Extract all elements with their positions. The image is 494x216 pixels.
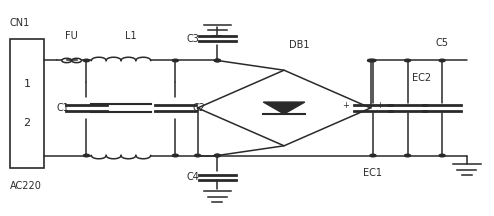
Text: EC2: EC2 [412,73,431,83]
Circle shape [368,59,373,62]
Circle shape [214,154,220,157]
Text: +: + [342,101,349,110]
Circle shape [172,154,178,157]
Circle shape [83,59,89,62]
Text: FU: FU [65,31,78,41]
Text: 2: 2 [24,118,31,128]
Circle shape [214,154,220,157]
Text: DB1: DB1 [289,40,309,50]
Text: AC220: AC220 [10,181,42,191]
Text: L1: L1 [125,31,137,41]
Text: CN1: CN1 [10,18,30,28]
Circle shape [439,154,445,157]
Circle shape [370,154,376,157]
Text: C5: C5 [436,38,449,48]
Bar [10,39,44,168]
Circle shape [405,154,411,157]
Text: EC1: EC1 [364,168,382,178]
Circle shape [72,58,82,63]
Text: C2: C2 [193,103,206,113]
Circle shape [62,58,72,63]
Circle shape [370,59,376,62]
Text: C3: C3 [186,34,199,44]
Circle shape [83,154,89,157]
Text: C1: C1 [56,103,69,113]
Circle shape [405,59,411,62]
Circle shape [214,59,220,62]
Text: +: + [376,101,383,110]
Circle shape [439,59,445,62]
Text: 1: 1 [24,79,31,89]
Polygon shape [263,102,305,114]
Circle shape [195,154,201,157]
Circle shape [214,59,220,62]
Circle shape [172,59,178,62]
Text: C4: C4 [186,172,199,182]
